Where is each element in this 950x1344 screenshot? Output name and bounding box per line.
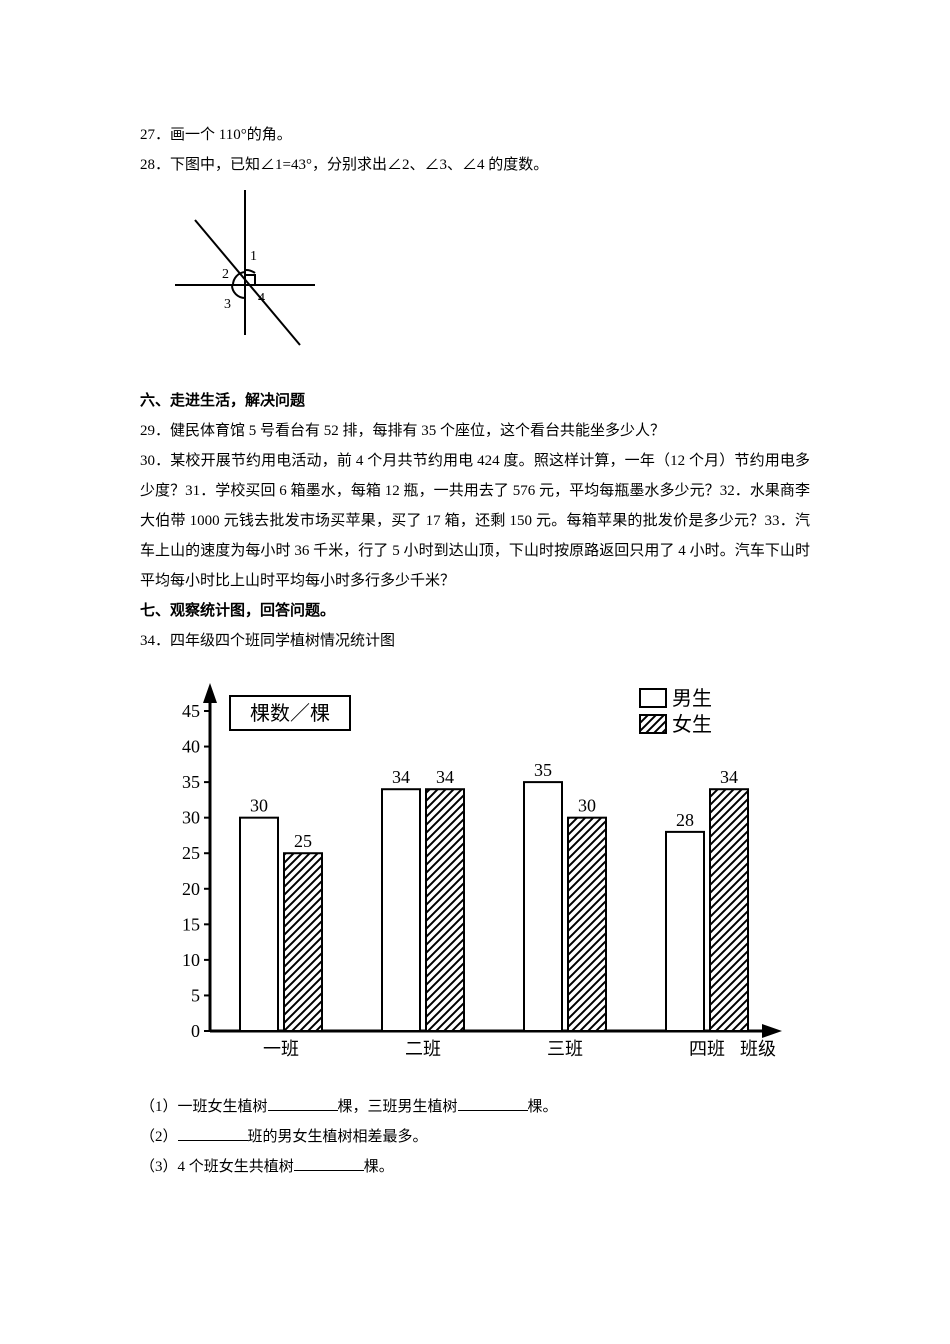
angle-diagram: 1 2 3 4 xyxy=(170,190,810,366)
svg-text:男生: 男生 xyxy=(672,687,712,710)
svg-text:25: 25 xyxy=(182,843,200,863)
svg-text:30: 30 xyxy=(182,808,200,828)
svg-text:34: 34 xyxy=(392,767,410,787)
blank-4[interactable] xyxy=(294,1155,364,1171)
blank-3[interactable] xyxy=(178,1125,248,1141)
sub1-part-c: 棵。 xyxy=(528,1099,558,1115)
svg-text:28: 28 xyxy=(676,810,694,830)
section-6-heading: 六、走进生活，解决问题 xyxy=(140,386,810,416)
sub3-part-b: 棵。 xyxy=(364,1159,394,1175)
angle-3-label: 3 xyxy=(224,297,231,312)
question-28: 28．下图中，已知∠1=43°，分别求出∠2、∠3、∠4 的度数。 xyxy=(140,150,810,180)
svg-text:三班: 三班 xyxy=(547,1039,583,1059)
svg-text:35: 35 xyxy=(534,760,552,780)
blank-1[interactable] xyxy=(268,1095,338,1111)
tree-planting-chart: 0 5 10 15 20 25 30 35 40 45 棵数／棵 男生女生 30 25 一班 34 34 二班 35… xyxy=(140,671,810,1082)
angle-1-label: 1 xyxy=(250,249,257,264)
sub2-part-a: （2） xyxy=(140,1129,178,1145)
svg-text:30: 30 xyxy=(250,796,268,816)
svg-text:二班: 二班 xyxy=(405,1039,441,1059)
sub-question-2: （2） 班的男女生植树相差最多。 xyxy=(140,1122,810,1152)
questions-30-33: 30．某校开展节约用电活动，前 4 个月共节约用电 424 度。照这样计算，一年… xyxy=(140,446,810,596)
sub-question-3: （3）4 个班女生共植树 棵。 xyxy=(140,1152,810,1182)
svg-text:四班: 四班 xyxy=(689,1039,725,1059)
angle-4-label: 4 xyxy=(258,291,265,306)
sub1-part-a: （1）一班女生植树 xyxy=(140,1099,268,1115)
svg-text:15: 15 xyxy=(182,914,200,934)
svg-text:35: 35 xyxy=(182,772,200,792)
svg-text:20: 20 xyxy=(182,879,200,899)
svg-text:一班: 一班 xyxy=(263,1039,299,1059)
sub2-part-b: 班的男女生植树相差最多。 xyxy=(248,1129,428,1145)
question-29: 29．健民体育馆 5 号看台有 52 排，每排有 35 个座位，这个看台共能坐多… xyxy=(140,416,810,446)
sub-question-1: （1）一班女生植树 棵，三班男生植树 棵。 xyxy=(140,1092,810,1122)
sub1-part-b: 棵，三班男生植树 xyxy=(338,1099,458,1115)
question-34: 34．四年级四个班同学植树情况统计图 xyxy=(140,626,810,656)
svg-text:棵数／棵: 棵数／棵 xyxy=(250,702,330,725)
svg-text:10: 10 xyxy=(182,950,200,970)
svg-text:45: 45 xyxy=(182,701,200,721)
svg-text:40: 40 xyxy=(182,737,200,757)
svg-text:0: 0 xyxy=(191,1021,200,1041)
svg-text:5: 5 xyxy=(191,985,200,1005)
sub3-part-a: （3）4 个班女生共植树 xyxy=(140,1159,294,1175)
svg-text:女生: 女生 xyxy=(672,713,712,736)
section-7-heading: 七、观察统计图，回答问题。 xyxy=(140,596,810,626)
svg-text:30: 30 xyxy=(578,796,596,816)
blank-2[interactable] xyxy=(458,1095,528,1111)
svg-text:34: 34 xyxy=(436,767,454,787)
angle-2-label: 2 xyxy=(222,267,229,282)
svg-text:34: 34 xyxy=(720,767,738,787)
svg-text:25: 25 xyxy=(294,831,312,851)
question-27: 27．画一个 110°的角。 xyxy=(140,120,810,150)
svg-text:班级: 班级 xyxy=(740,1039,776,1059)
